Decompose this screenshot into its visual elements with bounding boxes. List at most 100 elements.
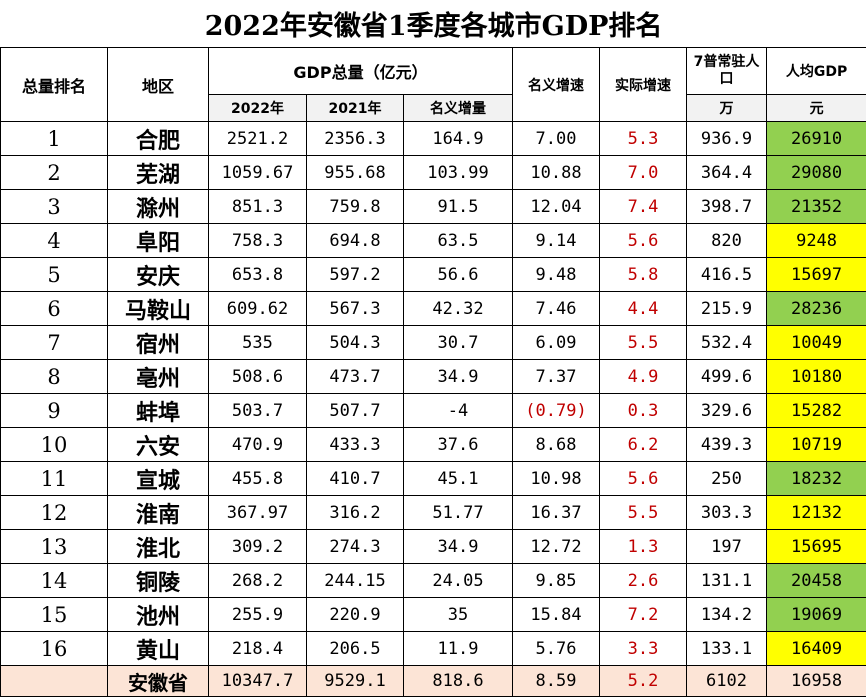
per-capita-cell: 10049 — [767, 326, 866, 360]
gdp-2021-cell: 473.7 — [307, 360, 404, 394]
gdp-2022-cell: 758.3 — [209, 224, 307, 258]
gdp-2022-cell: 508.6 — [209, 360, 307, 394]
nominal-increase-cell: 103.99 — [404, 156, 513, 190]
header-gdp-total: GDP总量（亿元） — [209, 48, 513, 95]
real-growth-cell: 4.4 — [600, 292, 687, 326]
real-growth-cell: 5.3 — [600, 122, 687, 156]
header-rank: 总量排名 — [1, 48, 108, 122]
rank-cell: 7 — [1, 326, 108, 360]
gdp-2021-cell: 567.3 — [307, 292, 404, 326]
nominal-growth-cell: 7.46 — [513, 292, 600, 326]
rank-cell: 13 — [1, 530, 108, 564]
region-cell: 阜阳 — [108, 224, 209, 258]
region-cell: 六安 — [108, 428, 209, 462]
per-capita-cell: 10719 — [767, 428, 866, 462]
population-cell: 416.5 — [687, 258, 767, 292]
population-cell: 303.3 — [687, 496, 767, 530]
per-capita-cell: 18232 — [767, 462, 866, 496]
population-cell: 532.4 — [687, 326, 767, 360]
nominal-growth-cell: (0.79) — [513, 394, 600, 428]
rank-cell: 10 — [1, 428, 108, 462]
per-capita-cell: 9248 — [767, 224, 866, 258]
gdp-2022-cell: 653.8 — [209, 258, 307, 292]
nominal-growth-cell: 8.68 — [513, 428, 600, 462]
gdp-2022-cell: 535 — [209, 326, 307, 360]
nominal-increase-cell: 45.1 — [404, 462, 513, 496]
population-cell: 936.9 — [687, 122, 767, 156]
nominal-growth-cell: 9.85 — [513, 564, 600, 598]
nominal-growth-cell: 9.48 — [513, 258, 600, 292]
nominal-increase-cell: 51.77 — [404, 496, 513, 530]
per-capita-cell: 15695 — [767, 530, 866, 564]
nominal-growth-cell: 12.72 — [513, 530, 600, 564]
population-cell: 215.9 — [687, 292, 767, 326]
gdp-2022-cell: 503.7 — [209, 394, 307, 428]
gdp-2022-cell: 455.8 — [209, 462, 307, 496]
gdp-2021-cell: 433.3 — [307, 428, 404, 462]
nominal-increase-cell: 30.7 — [404, 326, 513, 360]
nominal-growth-cell: 6.09 — [513, 326, 600, 360]
rank-cell: 14 — [1, 564, 108, 598]
header-region: 地区 — [108, 48, 209, 122]
total-gdp-2022: 10347.7 — [209, 666, 307, 697]
population-cell: 131.1 — [687, 564, 767, 598]
nominal-increase-cell: 164.9 — [404, 122, 513, 156]
per-capita-cell: 19069 — [767, 598, 866, 632]
nominal-growth-cell: 10.98 — [513, 462, 600, 496]
region-cell: 池州 — [108, 598, 209, 632]
population-cell: 250 — [687, 462, 767, 496]
population-cell: 364.4 — [687, 156, 767, 190]
rank-cell: 2 — [1, 156, 108, 190]
total-per-capita: 16958 — [767, 666, 866, 697]
gdp-2021-cell: 220.9 — [307, 598, 404, 632]
per-capita-cell: 20458 — [767, 564, 866, 598]
per-capita-cell: 16409 — [767, 632, 866, 666]
nominal-growth-cell: 15.84 — [513, 598, 600, 632]
header-2021: 2021年 — [307, 94, 404, 121]
real-growth-cell: 4.9 — [600, 360, 687, 394]
nominal-growth-cell: 10.88 — [513, 156, 600, 190]
header-nominal-growth: 名义增速 — [513, 48, 600, 122]
gdp-2021-cell: 206.5 — [307, 632, 404, 666]
real-growth-cell: 5.5 — [600, 326, 687, 360]
real-growth-cell: 7.4 — [600, 190, 687, 224]
population-cell: 134.2 — [687, 598, 767, 632]
gdp-2022-cell: 609.62 — [209, 292, 307, 326]
gdp-2022-cell: 470.9 — [209, 428, 307, 462]
gdp-2021-cell: 316.2 — [307, 496, 404, 530]
total-region: 安徽省 — [108, 666, 209, 697]
region-cell: 宣城 — [108, 462, 209, 496]
region-cell: 马鞍山 — [108, 292, 209, 326]
nominal-growth-cell: 7.37 — [513, 360, 600, 394]
gdp-2022-cell: 255.9 — [209, 598, 307, 632]
gdp-2022-cell: 1059.67 — [209, 156, 307, 190]
gdp-2022-cell: 851.3 — [209, 190, 307, 224]
region-cell: 黄山 — [108, 632, 209, 666]
per-capita-cell: 29080 — [767, 156, 866, 190]
total-nominal-growth: 8.59 — [513, 666, 600, 697]
population-cell: 398.7 — [687, 190, 767, 224]
nominal-increase-cell: 11.9 — [404, 632, 513, 666]
rank-cell: 6 — [1, 292, 108, 326]
population-cell: 329.6 — [687, 394, 767, 428]
rank-cell: 15 — [1, 598, 108, 632]
per-capita-cell: 12132 — [767, 496, 866, 530]
per-capita-cell: 26910 — [767, 122, 866, 156]
per-capita-cell: 15282 — [767, 394, 866, 428]
region-cell: 铜陵 — [108, 564, 209, 598]
nominal-growth-cell: 9.14 — [513, 224, 600, 258]
nominal-increase-cell: 56.6 — [404, 258, 513, 292]
total-nominal-increase: 818.6 — [404, 666, 513, 697]
gdp-2022-cell: 367.97 — [209, 496, 307, 530]
gdp-2021-cell: 410.7 — [307, 462, 404, 496]
